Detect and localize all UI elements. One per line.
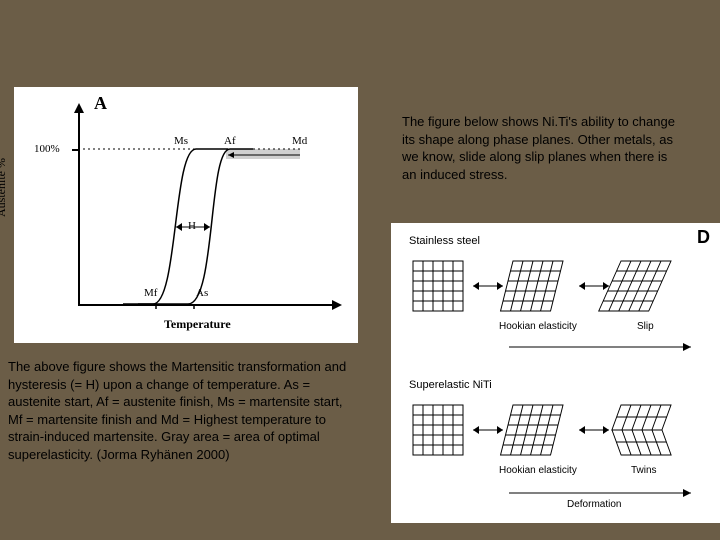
slide-root: A 100% Austenite % Temperature xyxy=(0,0,720,540)
figure-d-label-hookian-2: Hookian elasticity xyxy=(499,465,577,476)
figure-a-panel: A 100% Austenite % Temperature xyxy=(14,87,358,343)
figure-a-label-ms: Ms xyxy=(174,135,188,147)
caption-right: The figure below shows Ni.Ti's ability t… xyxy=(402,113,682,183)
figure-a-label-as: As xyxy=(196,287,208,299)
figure-d-panel: D Stainless steel Superelastic NiTi xyxy=(391,223,720,523)
figure-d-label-hookian: Hookian elasticity xyxy=(499,321,577,332)
figure-a-label-mf: Mf xyxy=(144,287,157,299)
figure-d-diagram xyxy=(391,223,720,523)
figure-a-label-md: Md xyxy=(292,135,307,147)
figure-a-label-af: Af xyxy=(224,135,236,147)
figure-a-y-label: Austenite % xyxy=(0,158,9,217)
figure-a-label-h: H xyxy=(188,220,196,232)
figure-d-label-twins: Twins xyxy=(631,465,657,476)
figure-d-label-slip: Slip xyxy=(637,321,654,332)
figure-a-100-label: 100% xyxy=(34,143,60,155)
caption-left: The above figure shows the Martensitic t… xyxy=(8,358,358,463)
figure-a-x-label: Temperature xyxy=(164,317,231,332)
figure-d-deformation-label: Deformation xyxy=(567,499,621,510)
